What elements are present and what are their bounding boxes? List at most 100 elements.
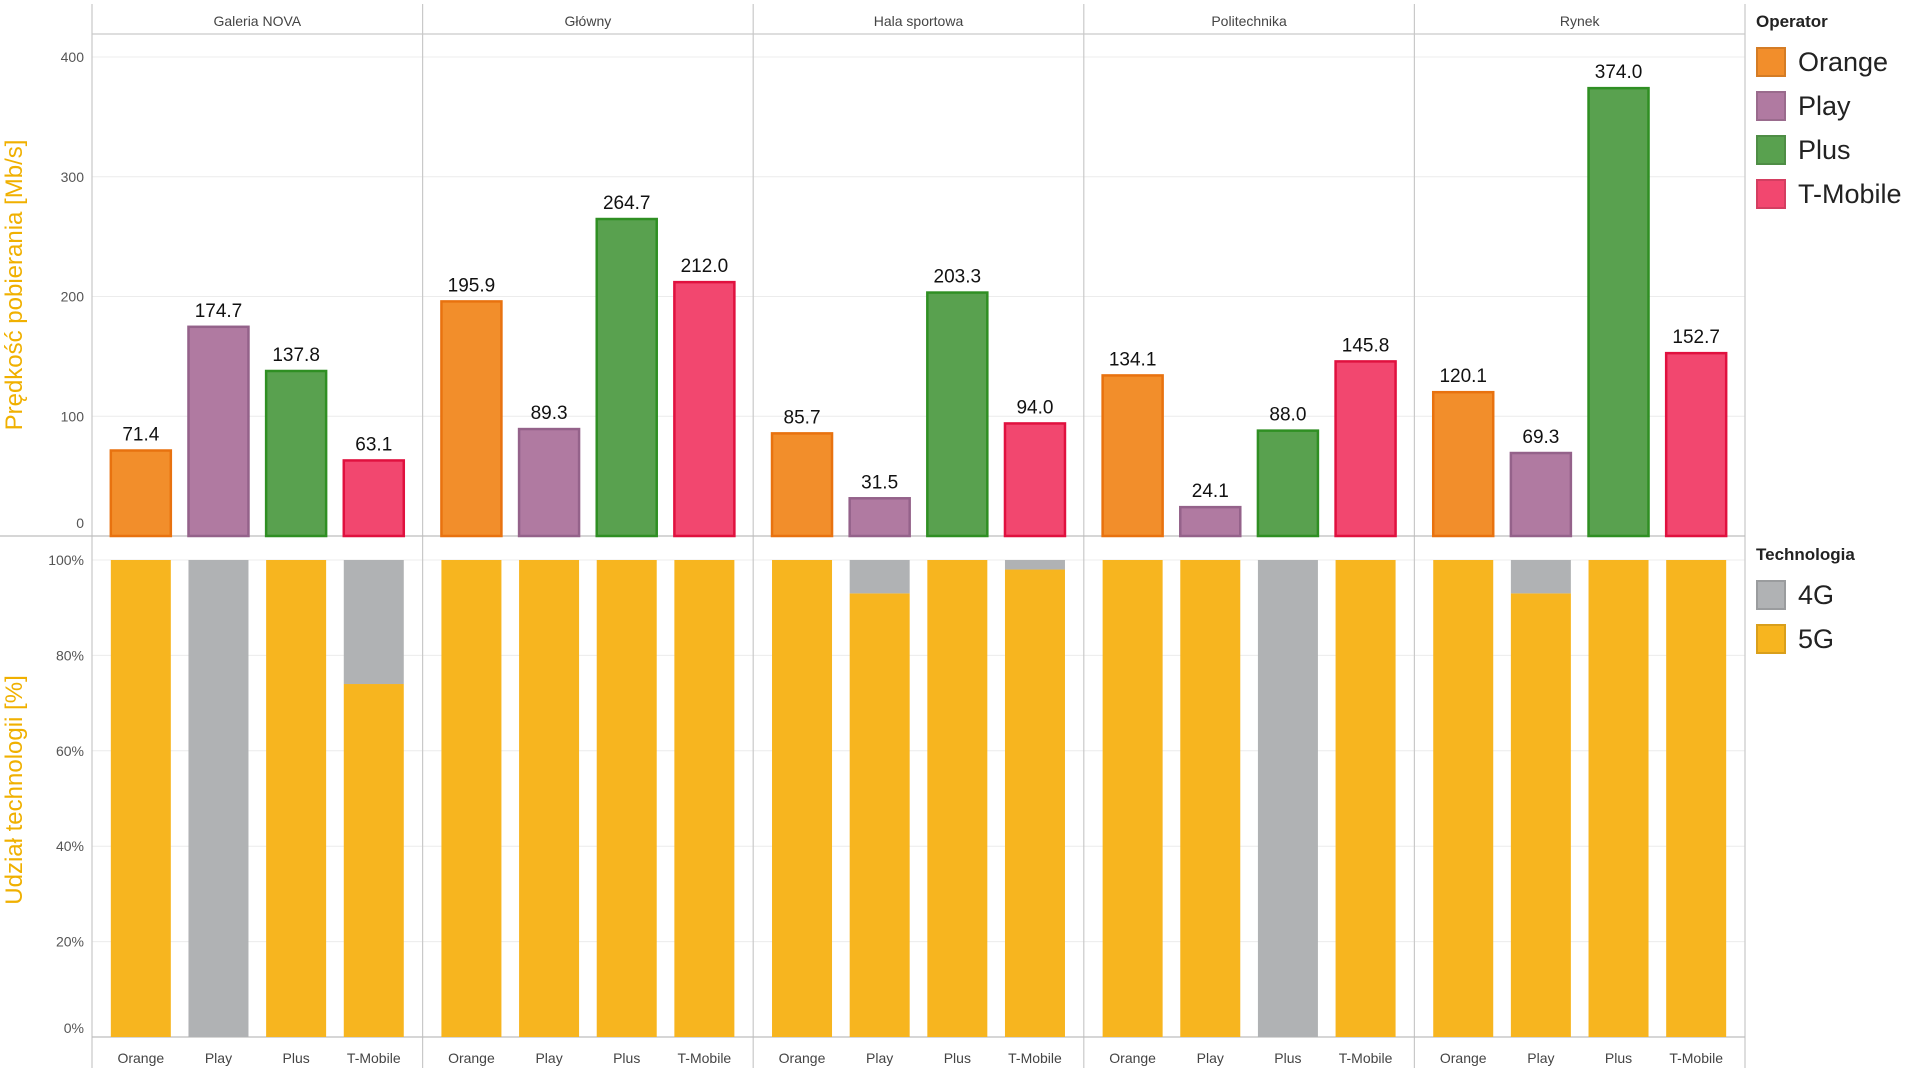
bar-5g-plus-glowny (596, 560, 657, 1037)
legend-swatch-orange (1756, 47, 1786, 77)
top-y-axis-title: Prędkość pobierania [Mb/s] (1, 140, 28, 431)
bar-5g-play-glowny (519, 560, 580, 1037)
bottom-y-tick-label: 60% (56, 743, 84, 759)
legend-swatch-4g (1756, 580, 1786, 610)
x-tick-label-plus: Plus (1274, 1050, 1301, 1066)
data-label-plus-rynek: 374.0 (1595, 62, 1643, 83)
x-tick-label-t-mobile: T-Mobile (678, 1050, 732, 1066)
data-label-play-hala-sportowa: 31.5 (861, 472, 898, 493)
bar-plus-hala-sportowa (926, 291, 989, 538)
legend-item-play: Play (1756, 84, 1902, 128)
bar-t-mobile-hala-sportowa (1003, 422, 1067, 538)
legend-label-4g: 4G (1798, 579, 1835, 610)
bottom-y-tick-label: 100% (48, 552, 84, 568)
x-tick-label-plus: Plus (283, 1050, 310, 1066)
bar-plus-rynek (1587, 86, 1650, 538)
bar-t-mobile-politechnika (1334, 360, 1397, 538)
x-tick-label-play: Play (866, 1050, 893, 1066)
data-label-plus-hala-sportowa: 203.3 (934, 267, 982, 288)
x-tick-label-orange: Orange (448, 1050, 495, 1066)
top-y-tick-label: 400 (61, 49, 85, 65)
legend-item-orange: Orange (1756, 40, 1902, 84)
data-label-t-mobile-rynek: 152.7 (1672, 327, 1720, 348)
x-tick-label-t-mobile: T-Mobile (1669, 1050, 1723, 1066)
bar-5g-t-mobile-rynek (1666, 560, 1727, 1037)
bar-orange-hala-sportowa (770, 432, 834, 538)
top-y-tick-label: 300 (61, 169, 85, 185)
legend-item-t-mobile: T-Mobile (1756, 172, 1902, 216)
location-header-hala-sportowa: Hala sportowa (874, 13, 964, 29)
x-tick-label-plus: Plus (944, 1050, 971, 1066)
x-tick-label-orange: Orange (779, 1050, 826, 1066)
bar-t-mobile-galeria-nova (342, 459, 406, 538)
top-y-tick-label: 200 (61, 289, 85, 305)
bar-4g-play-hala-sportowa (849, 560, 910, 594)
bar-5g-play-hala-sportowa (849, 593, 910, 1037)
bar-5g-t-mobile-glowny (674, 560, 735, 1037)
bar-5g-orange-galeria-nova (110, 560, 171, 1037)
bottom-y-tick-label: 80% (56, 647, 84, 663)
data-label-t-mobile-glowny: 212.0 (681, 256, 729, 277)
bar-5g-orange-hala-sportowa (772, 560, 833, 1037)
bar-5g-play-politechnika (1180, 560, 1241, 1037)
x-tick-label-play: Play (205, 1050, 232, 1066)
bar-play-hala-sportowa (848, 497, 911, 538)
grid-layer (92, 56, 1745, 943)
bottom-y-axis-title: Udział technologii [%] (1, 675, 28, 904)
data-label-plus-glowny: 264.7 (603, 193, 651, 214)
bar-5g-plus-galeria-nova (266, 560, 327, 1037)
operator-legend: Operator Orange Play Plus T-Mobile (1756, 12, 1902, 216)
bar-4g-play-galeria-nova (188, 560, 249, 1037)
bar-play-politechnika (1179, 505, 1242, 538)
bars-layer (109, 86, 1728, 1037)
technology-legend-title: Technologia (1756, 545, 1855, 564)
x-tick-label-play: Play (1197, 1050, 1224, 1066)
data-label-play-rynek: 69.3 (1522, 427, 1559, 448)
data-label-orange-rynek: 120.1 (1439, 366, 1487, 387)
data-label-play-politechnika: 24.1 (1192, 481, 1229, 502)
location-header-rynek: Rynek (1560, 13, 1601, 29)
bar-5g-orange-glowny (441, 560, 502, 1037)
legend-label-5g: 5G (1798, 623, 1835, 654)
bar-4g-t-mobile-galeria-nova (343, 560, 404, 685)
bar-orange-galeria-nova (109, 449, 173, 538)
bar-5g-plus-hala-sportowa (927, 560, 988, 1037)
x-tick-label-orange: Orange (1440, 1050, 1487, 1066)
x-tick-label-t-mobile: T-Mobile (1008, 1050, 1062, 1066)
legend-swatch-plus (1756, 135, 1786, 165)
bar-t-mobile-glowny (673, 280, 736, 538)
x-tick-label-play: Play (535, 1050, 562, 1066)
x-tick-label-t-mobile: T-Mobile (347, 1050, 401, 1066)
location-header-galeria-nova: Galeria NOVA (213, 13, 301, 29)
legend-swatch-t-mobile (1756, 179, 1786, 209)
data-label-t-mobile-politechnika: 145.8 (1342, 335, 1390, 356)
legend-label-plus: Plus (1798, 134, 1851, 165)
data-label-t-mobile-galeria-nova: 63.1 (355, 434, 392, 455)
data-label-t-mobile-hala-sportowa: 94.0 (1016, 397, 1053, 418)
technology-legend: Technologia 4G 5G (1756, 545, 1855, 661)
bar-5g-orange-politechnika (1102, 560, 1163, 1037)
location-header-glowny: Główny (565, 13, 612, 29)
bar-play-galeria-nova (187, 325, 250, 538)
bar-5g-t-mobile-galeria-nova (343, 684, 404, 1037)
bottom-y-tick-label: 0% (64, 1020, 84, 1036)
data-label-play-galeria-nova: 174.7 (195, 301, 243, 322)
top-y-tick-label: 0 (76, 515, 84, 531)
legend-item-5g: 5G (1756, 617, 1855, 661)
data-label-orange-glowny: 195.9 (448, 275, 496, 296)
bar-5g-t-mobile-politechnika (1335, 560, 1396, 1037)
x-tick-label-plus: Plus (1605, 1050, 1632, 1066)
bar-4g-t-mobile-hala-sportowa (1004, 560, 1065, 570)
bar-plus-glowny (595, 217, 658, 538)
x-tick-label-orange: Orange (117, 1050, 164, 1066)
bar-plus-galeria-nova (264, 369, 328, 538)
bar-plus-politechnika (1256, 429, 1320, 538)
bar-orange-glowny (440, 300, 503, 538)
bar-5g-play-rynek (1510, 593, 1571, 1037)
bar-5g-plus-rynek (1588, 560, 1649, 1037)
x-tick-label-t-mobile: T-Mobile (1339, 1050, 1393, 1066)
x-tick-label-play: Play (1527, 1050, 1554, 1066)
data-label-orange-hala-sportowa: 85.7 (784, 407, 821, 428)
x-tick-label-orange: Orange (1109, 1050, 1156, 1066)
